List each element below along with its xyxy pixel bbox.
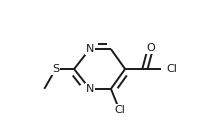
Text: N: N: [85, 84, 94, 94]
Text: Cl: Cl: [166, 64, 177, 74]
Text: Cl: Cl: [114, 105, 125, 115]
Text: N: N: [85, 44, 94, 54]
Text: O: O: [146, 43, 155, 53]
Text: S: S: [52, 64, 59, 74]
